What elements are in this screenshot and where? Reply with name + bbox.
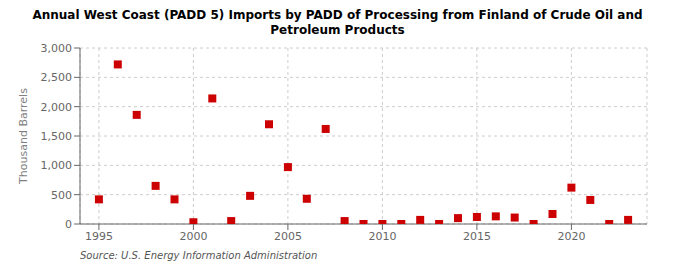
svg-text:2010: 2010 — [368, 230, 396, 243]
svg-text:500: 500 — [51, 189, 72, 202]
svg-text:1995: 1995 — [85, 230, 113, 243]
html-text:Annual West Coast (PADD 5) Imp: Annual West Coast (PADD 5) Imports by PA… — [32, 8, 643, 22]
svg-text:2015: 2015 — [463, 230, 491, 243]
svg-text:2,000: 2,000 — [41, 101, 73, 114]
svg-text:1,500: 1,500 — [41, 130, 73, 143]
svg-text:2005: 2005 — [274, 230, 302, 243]
svg-text:3,000: 3,000 — [41, 42, 73, 55]
svg-text:0: 0 — [65, 218, 72, 231]
svg-text:2000: 2000 — [179, 230, 207, 243]
html-text:Source: U.S. Energy Informatio: Source: U.S. Energy Information Administ… — [80, 250, 318, 261]
svg-text:2020: 2020 — [557, 230, 585, 243]
svg-text:1,000: 1,000 — [41, 159, 73, 172]
svg-text:Thousand Barrels: Thousand Barrels — [17, 88, 30, 185]
html-text:Petroleum Products: Petroleum Products — [270, 23, 405, 37]
svg-text:2,500: 2,500 — [41, 71, 73, 84]
